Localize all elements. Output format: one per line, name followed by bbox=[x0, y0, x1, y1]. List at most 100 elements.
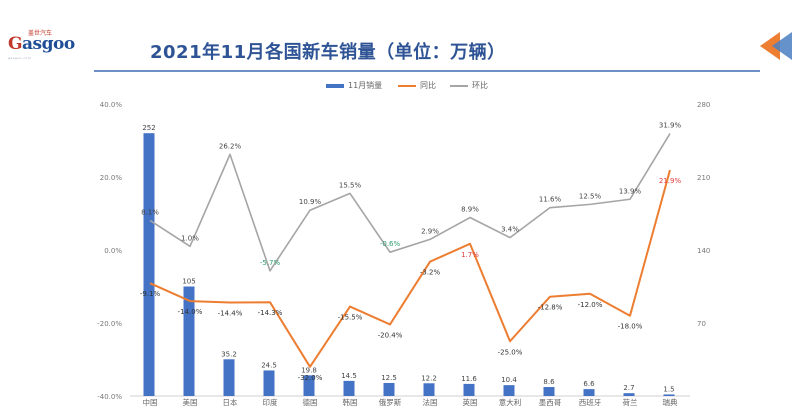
x-category-label: 墨西哥 bbox=[539, 398, 562, 407]
yoy-line bbox=[149, 169, 671, 368]
legend-label-mom: 环比 bbox=[472, 81, 488, 90]
logo-wordmark-rest: asgoo bbox=[22, 34, 75, 54]
yoy-data-label: 21.9% bbox=[659, 177, 682, 185]
bar-5 bbox=[343, 380, 355, 396]
x-category-label: 法国 bbox=[423, 397, 438, 407]
mom-data-label: -0.6% bbox=[380, 240, 401, 248]
back-arrow-orange-icon bbox=[760, 32, 780, 60]
title-divider bbox=[94, 70, 760, 72]
bar-11 bbox=[583, 389, 595, 396]
yoy-data-label: -14.4% bbox=[218, 310, 243, 318]
mom-data-label: 13.9% bbox=[619, 187, 642, 195]
bar-9 bbox=[503, 385, 515, 396]
mom-data-label: 15.5% bbox=[339, 181, 362, 189]
bar-6 bbox=[383, 382, 395, 396]
bar-value-label: 1.5 bbox=[663, 385, 674, 393]
yoy-data-label: -9.1% bbox=[140, 290, 161, 298]
logo-wordmark-g: G bbox=[8, 34, 23, 54]
x-category-label: 瑞典 bbox=[663, 397, 678, 407]
bar-13 bbox=[663, 394, 675, 396]
gasgoo-logo: 盖世汽车 Gasgoo gasgoo.com bbox=[8, 28, 88, 64]
mom-data-label: 26.2% bbox=[219, 142, 242, 150]
y-left-tick-label: 20.0% bbox=[100, 174, 123, 182]
bar-12 bbox=[623, 393, 635, 396]
bar-value-label: 14.5 bbox=[341, 372, 357, 380]
bar-1 bbox=[183, 286, 195, 396]
bar-value-label: 24.5 bbox=[261, 361, 277, 369]
y-left-tick-label: -20.0% bbox=[97, 320, 122, 328]
x-category-label: 英国 bbox=[463, 397, 478, 407]
bar-value-label: 12.2 bbox=[421, 374, 437, 382]
x-category-label: 俄罗斯 bbox=[379, 397, 402, 407]
y-left-tick-label: 0.0% bbox=[104, 247, 122, 255]
x-category-label: 荷兰 bbox=[623, 397, 638, 407]
yoy-data-label: -20.4% bbox=[378, 331, 403, 339]
bar-value-label: 252 bbox=[142, 124, 155, 132]
chart-legend: 11月销量 同比 环比 bbox=[0, 80, 800, 94]
bar-4 bbox=[303, 375, 315, 396]
legend-swatch-mom bbox=[450, 84, 468, 87]
y-right-tick-label: 140 bbox=[697, 247, 710, 255]
legend-item-sales: 11月销量 bbox=[326, 80, 382, 91]
mom-data-label: -5.7% bbox=[260, 259, 281, 267]
yoy-data-label: 1.7% bbox=[461, 251, 479, 259]
mom-data-label: 1.0% bbox=[181, 234, 199, 242]
x-category-label: 意大利 bbox=[499, 397, 522, 407]
mom-data-label: 3.4% bbox=[501, 226, 519, 234]
legend-label-sales: 11月销量 bbox=[348, 81, 383, 90]
header: 盖世汽车 Gasgoo gasgoo.com 2021年11月各国新车销量（单位… bbox=[0, 0, 800, 78]
back-arrow-blue-icon bbox=[772, 32, 792, 60]
x-category-label: 西班牙 bbox=[579, 397, 602, 407]
bar-2 bbox=[223, 359, 235, 396]
y-left-tick-label: 40.0% bbox=[100, 101, 123, 109]
y-right-tick-label: 280 bbox=[697, 101, 710, 109]
bar-value-label: 12.5 bbox=[381, 374, 397, 382]
logo-wordmark: Gasgoo bbox=[8, 34, 75, 54]
mom-data-label: 11.6% bbox=[539, 196, 562, 204]
yoy-data-label: -12.0% bbox=[578, 301, 603, 309]
bar-value-label: 105 bbox=[182, 278, 195, 286]
x-category-label: 德国 bbox=[303, 397, 318, 407]
logo-chinese-text: 盖世汽车 bbox=[28, 30, 53, 37]
y-right-tick-label: 210 bbox=[697, 174, 710, 182]
bar-10 bbox=[543, 387, 555, 396]
yoy-data-label: -18.0% bbox=[618, 323, 643, 331]
bar-value-label: 2.7 bbox=[623, 384, 634, 392]
page-title: 2021年11月各国新车销量（单位：万辆） bbox=[150, 42, 506, 63]
bar-7 bbox=[423, 383, 435, 396]
yoy-data-label: -14.0% bbox=[178, 308, 203, 316]
mom-data-label: 8.1% bbox=[141, 208, 159, 216]
bar-value-label: 19.8 bbox=[301, 366, 317, 374]
legend-swatch-yoy bbox=[398, 84, 416, 87]
bar-value-label: 10.4 bbox=[501, 376, 517, 384]
yoy-data-label: -32.0% bbox=[298, 374, 323, 382]
logo-tagline: gasgoo.com bbox=[8, 56, 32, 60]
x-category-label: 印度 bbox=[263, 397, 278, 407]
yoy-data-label: -14.3% bbox=[258, 309, 283, 317]
legend-swatch-sales bbox=[326, 83, 344, 88]
yoy-data-label: -15.5% bbox=[338, 314, 363, 322]
back-arrow-icon[interactable] bbox=[758, 28, 796, 64]
x-category-label: 韩国 bbox=[343, 397, 358, 407]
x-category-label: 日本 bbox=[223, 397, 238, 407]
bar-3 bbox=[263, 370, 275, 396]
mom-data-label: 31.9% bbox=[659, 122, 682, 130]
y-left-tick-label: -40.0% bbox=[97, 393, 122, 401]
mom-line bbox=[149, 133, 671, 272]
bar-value-label: 11.6 bbox=[461, 375, 477, 383]
bar-8 bbox=[463, 383, 475, 396]
bar-value-label: 8.6 bbox=[543, 378, 555, 386]
x-category-label: 中国 bbox=[143, 397, 158, 407]
mom-data-label: 10.9% bbox=[299, 198, 322, 206]
legend-item-mom: 环比 bbox=[450, 80, 488, 91]
bar-0 bbox=[143, 133, 155, 396]
yoy-data-label: -3.2% bbox=[420, 269, 441, 277]
bar-value-label: 35.2 bbox=[221, 350, 237, 358]
mom-data-label: 12.5% bbox=[579, 192, 602, 200]
yoy-data-label: -12.8% bbox=[538, 304, 563, 312]
mom-data-label: 8.9% bbox=[461, 206, 479, 214]
legend-item-yoy: 同比 bbox=[398, 80, 436, 91]
mom-data-label: 2.9% bbox=[421, 227, 439, 235]
legend-label-yoy: 同比 bbox=[420, 81, 436, 90]
